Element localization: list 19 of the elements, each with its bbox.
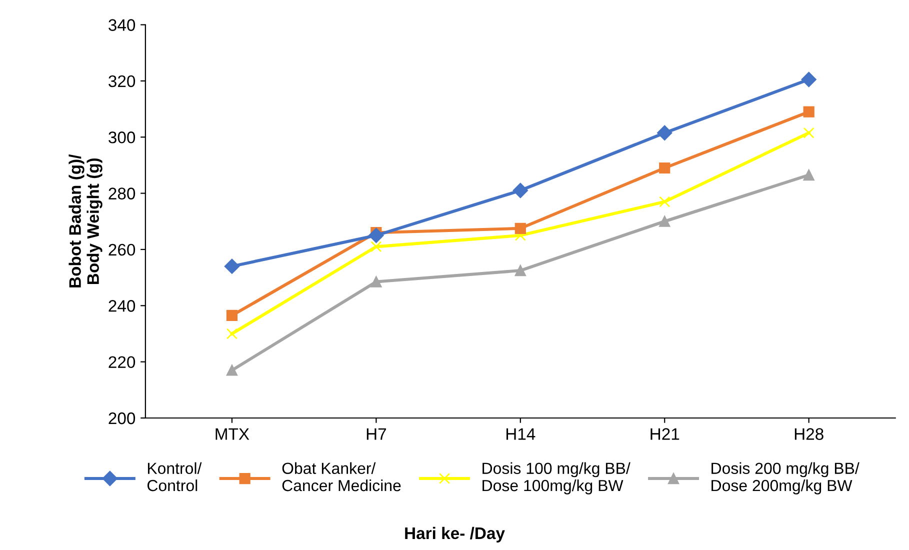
text: Hari ke- /Day [405,526,505,542]
legend-label: Obat Kanker/ Cancer Medicine [282,462,401,492]
x-tick-label: MTX [216,428,250,440]
y-tick-label: 200 [108,412,136,424]
legend-label: Dosis 200 mg/kg BB/ Dose 200mg/kg BW [712,462,860,494]
y-axis-title: Bobot Badan (g)/ Body Weight (g) [68,154,102,288]
legend-label: Kontrol/ Control [147,462,202,492]
legend-label: Dosis 100 mg/kg BB/ Dose 100mg/kg BW [482,462,630,494]
y-tick-label: 320 [108,75,136,88]
y-tick-label: 220 [108,356,136,368]
y-tick-label: 260 [108,244,136,256]
x-tick-label: H21 [650,428,680,440]
y-tick-label: 240 [108,300,136,312]
y-tick-label: 280 [108,188,136,200]
x-tick-label: H14 [506,428,536,440]
y-tick-label: 340 [108,19,136,31]
y-tick-label: 300 [108,132,136,144]
x-tick-label: H28 [794,428,824,440]
x-tick-label: H7 [366,428,386,440]
